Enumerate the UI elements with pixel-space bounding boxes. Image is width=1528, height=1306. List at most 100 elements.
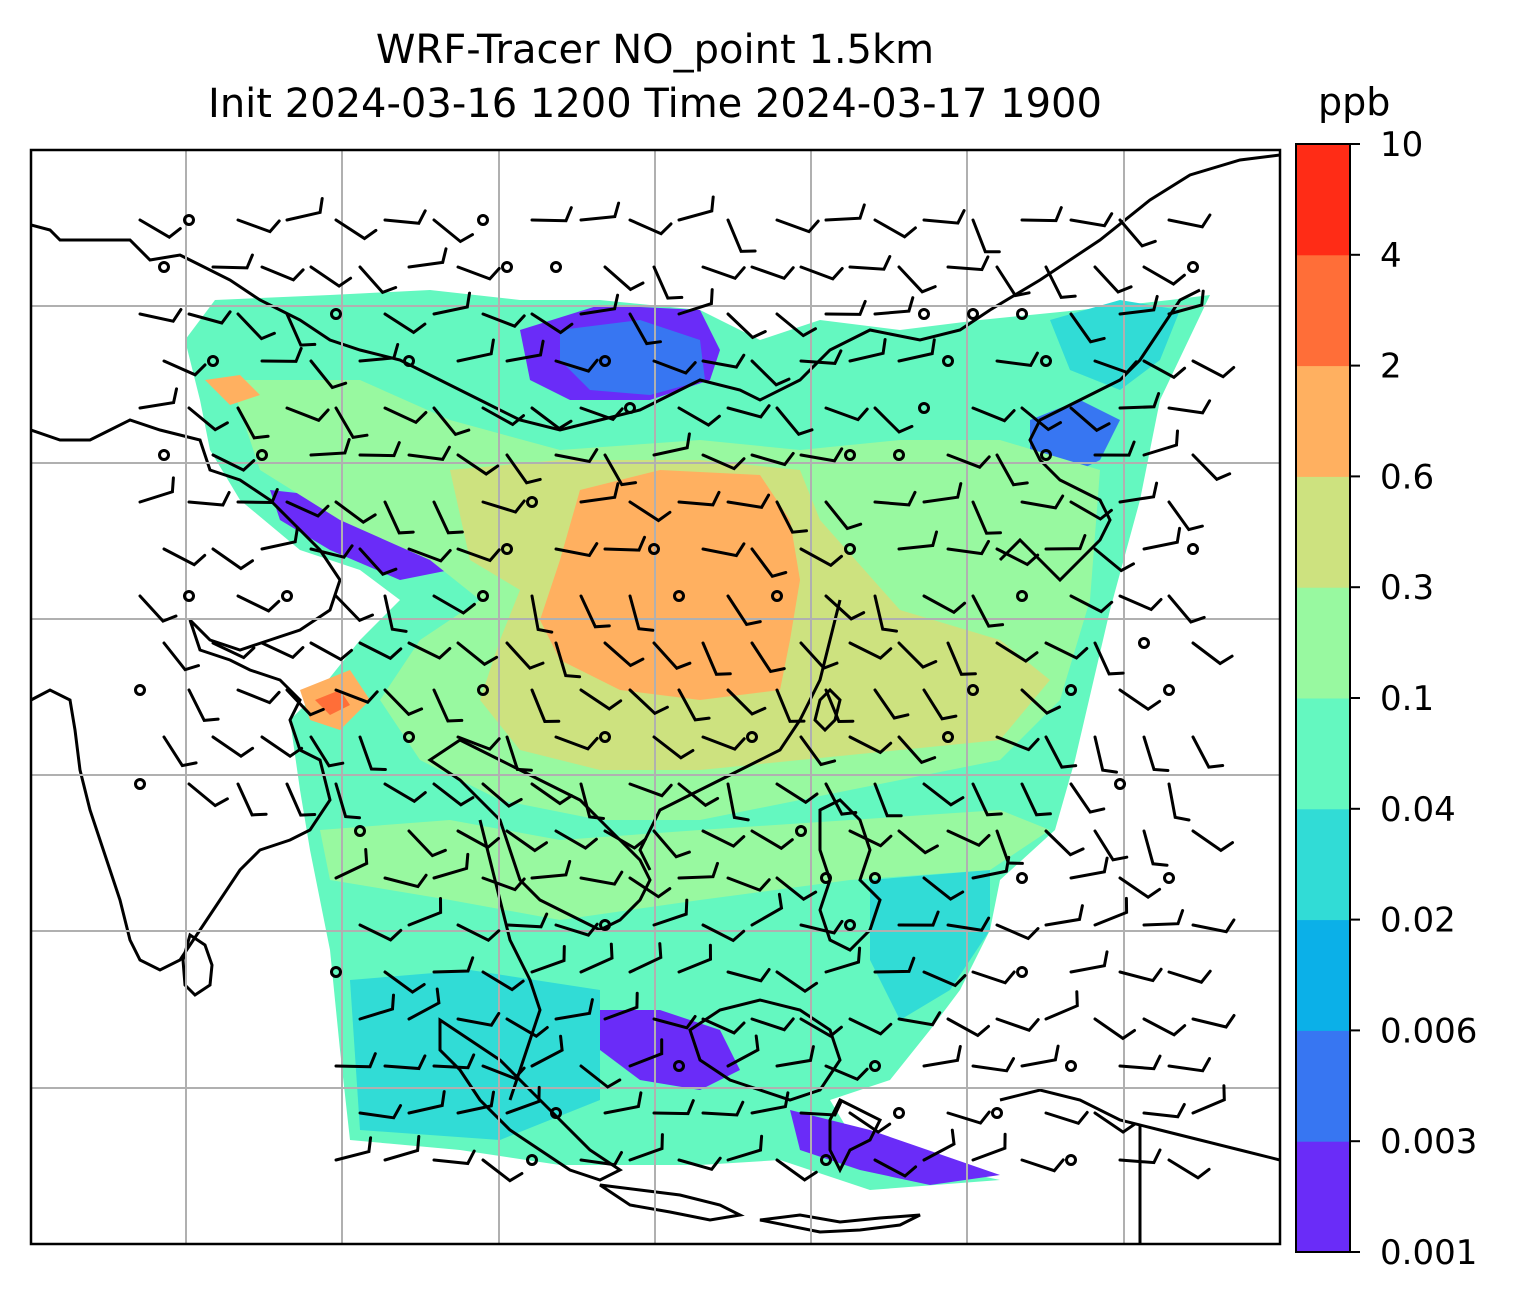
wind-barb [481, 406, 525, 427]
wind-barb [309, 735, 345, 768]
wind-barb [628, 218, 673, 236]
wind-barb [456, 829, 500, 850]
wind-barb [432, 1053, 476, 1070]
wind-barb [628, 594, 655, 632]
wind-barb [677, 1156, 722, 1172]
calm-wind-marker [526, 496, 538, 508]
map-title-line1: WRF-Tracer NO_point 1.5km [375, 27, 935, 73]
wind-barb [432, 1149, 476, 1166]
wind-barb [358, 547, 398, 576]
wind-barb [628, 688, 669, 716]
wind-barb [750, 892, 784, 927]
wind-barb [456, 453, 500, 476]
wind-barb [701, 923, 746, 943]
wind-barb [187, 688, 220, 722]
wind-barb [432, 291, 471, 316]
wind-barb [726, 312, 767, 340]
wind-barb [1167, 969, 1212, 984]
wind-barb [432, 594, 476, 615]
wind-barb [554, 448, 599, 464]
wind-barb [1069, 856, 1109, 880]
wind-barb [652, 1099, 695, 1116]
colorbar-unit-label: ppb [1318, 80, 1390, 124]
wind-barb [481, 499, 526, 514]
wind-barb [873, 406, 914, 434]
wind-barb [236, 218, 281, 234]
map-plot-area [31, 150, 1280, 1244]
calm-wind-marker [281, 590, 293, 602]
wind-barb [1020, 1158, 1065, 1173]
wind-barb [750, 359, 791, 387]
calm-wind-marker [207, 355, 219, 367]
wind-barb [1118, 688, 1162, 712]
wind-barb [456, 641, 499, 667]
wind-barb [848, 338, 887, 363]
wind-barb [652, 265, 684, 300]
wind-barb [848, 1017, 893, 1036]
wind-barb [407, 547, 452, 563]
wind-barb [1142, 265, 1186, 286]
wind-barb [824, 406, 869, 422]
wind-barb [554, 829, 598, 850]
wind-barb [579, 1151, 623, 1167]
wind-barb [628, 876, 672, 899]
wind-barb [579, 293, 620, 316]
wind-barb [505, 912, 549, 929]
wind-barb [701, 1100, 745, 1117]
wind-barb [236, 312, 276, 341]
wind-barb [260, 641, 305, 660]
wind-barb [530, 782, 573, 806]
wind-barb [677, 406, 721, 427]
wind-barb [628, 1133, 664, 1162]
wind-barb [628, 782, 673, 798]
wind-barb [824, 782, 858, 816]
wind-barb [824, 203, 866, 222]
wind-barb [138, 387, 178, 410]
wind-barb [358, 265, 398, 295]
wind-barb [260, 265, 305, 282]
wind-barb [358, 641, 403, 661]
wind-barb [1020, 688, 1061, 715]
wind-barb [775, 970, 819, 994]
wind-barb [456, 1090, 495, 1115]
wind-barb [652, 829, 691, 859]
calm-wind-marker [1016, 308, 1028, 320]
wind-barb [383, 782, 427, 804]
wind-barb [358, 1104, 402, 1120]
wind-barb [824, 500, 863, 531]
wind-barb [1191, 641, 1234, 666]
wind-barb [1020, 1044, 1060, 1068]
wind-barb [824, 946, 862, 974]
wind-barb [358, 923, 403, 942]
wind-barb [1118, 218, 1157, 248]
wind-barb [873, 218, 917, 239]
wind-barb [579, 942, 614, 974]
wind-barb [1142, 735, 1170, 772]
wind-barb [505, 339, 545, 363]
calm-wind-marker [183, 590, 195, 602]
wind-barb [726, 404, 771, 419]
wind-barb [187, 782, 229, 808]
wind-barb [922, 782, 965, 807]
wind-barb [922, 594, 967, 615]
wind-barb [775, 782, 819, 805]
wind-barb [1142, 909, 1185, 927]
wind-barb [971, 970, 1016, 985]
wind-barb [897, 641, 938, 669]
wind-barb [285, 406, 330, 423]
colorbar-segment [1296, 365, 1350, 477]
wind-barb [1044, 904, 1084, 927]
wind-barb [505, 1085, 541, 1115]
calm-wind-marker [673, 1060, 685, 1072]
wind-barb [211, 547, 254, 571]
wind-barb [334, 782, 361, 820]
wind-barb [946, 453, 991, 469]
wind-barb [677, 943, 713, 974]
wind-barb [1069, 950, 1109, 974]
colorbar-segment [1296, 144, 1350, 256]
wind-barb [554, 358, 599, 373]
wind-barb [505, 829, 548, 853]
wind-barb [358, 441, 401, 458]
wind-barb [1118, 594, 1163, 612]
wind-barb [432, 852, 470, 880]
